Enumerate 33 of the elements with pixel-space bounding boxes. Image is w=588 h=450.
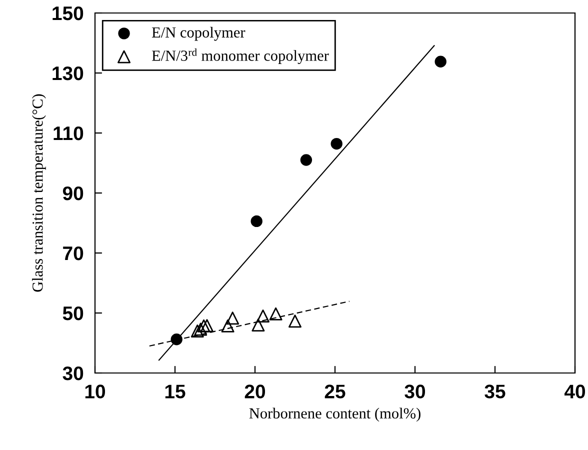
point: [269, 307, 282, 320]
x-tick-label: 15: [165, 384, 186, 398]
point: [256, 309, 270, 323]
point: [197, 319, 210, 332]
x-tick-label: 25: [324, 384, 346, 398]
y-tick-label: 30: [62, 366, 84, 380]
legend-label: E/N copolymer: [152, 26, 246, 41]
point: [190, 324, 204, 338]
x-tick-label: 40: [564, 384, 586, 398]
x-tick-label: 35: [484, 384, 506, 398]
point: [226, 312, 240, 325]
point: [288, 314, 302, 328]
point: [300, 154, 312, 166]
y-tick-label: 90: [62, 186, 84, 200]
y-tick-label: 110: [54, 126, 84, 140]
point: [330, 138, 342, 150]
y-tick-label: 50: [62, 306, 84, 320]
x-tick-label: 30: [404, 384, 426, 398]
point: [252, 318, 265, 332]
point: [170, 334, 182, 346]
y-tick-label: 70: [63, 246, 84, 260]
x-axis-title: Norbornene content (mol%): [249, 408, 420, 422]
point: [200, 319, 214, 332]
x-tick-label: 20: [244, 384, 266, 398]
y-tick-label: 150: [52, 6, 84, 20]
y-axis-title: Glass transition temperature(°C): [32, 94, 46, 292]
legend-label: E/N/3$^{rd}$ monomer copolymer: [152, 48, 329, 64]
point: [434, 56, 446, 68]
point: [250, 215, 262, 228]
point: [194, 322, 208, 336]
y-tick-label: 130: [52, 66, 84, 80]
x-tick-label: 10: [85, 384, 106, 398]
point: [221, 319, 234, 332]
